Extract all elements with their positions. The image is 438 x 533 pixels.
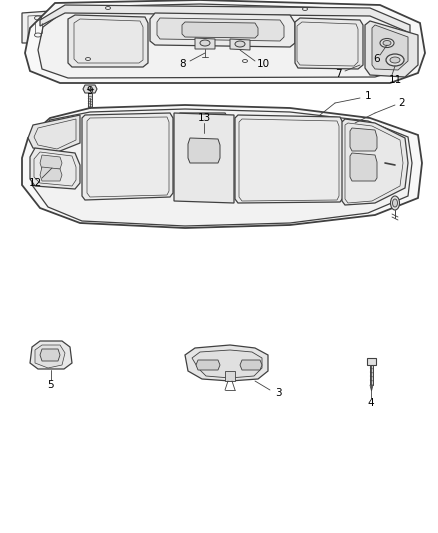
Text: 3: 3 [275,388,281,398]
Text: 2: 2 [399,98,405,108]
Polygon shape [365,21,418,77]
Polygon shape [30,341,72,369]
Text: 11: 11 [389,75,402,85]
Polygon shape [182,22,258,38]
Ellipse shape [386,54,404,66]
Polygon shape [38,4,408,78]
Polygon shape [68,15,148,67]
Polygon shape [40,349,60,361]
Polygon shape [174,113,234,203]
Polygon shape [40,5,410,33]
Polygon shape [295,18,363,69]
Polygon shape [157,18,284,41]
Polygon shape [30,148,80,189]
Polygon shape [350,153,377,181]
Ellipse shape [380,38,394,47]
Polygon shape [225,371,235,381]
Ellipse shape [383,41,391,45]
Polygon shape [195,38,215,49]
Polygon shape [32,109,412,226]
Text: 10: 10 [256,59,269,69]
Ellipse shape [390,57,400,63]
Polygon shape [88,93,92,107]
Polygon shape [183,116,222,129]
Text: 4: 4 [367,398,374,408]
Polygon shape [372,25,408,70]
Polygon shape [22,11,60,43]
Polygon shape [177,113,228,133]
Polygon shape [230,39,250,50]
Polygon shape [25,0,425,83]
Polygon shape [240,360,262,370]
Ellipse shape [392,199,398,207]
Polygon shape [350,128,377,151]
Text: 5: 5 [48,380,54,390]
Text: 9: 9 [87,86,93,96]
Text: 13: 13 [198,113,211,123]
Polygon shape [342,119,408,205]
Polygon shape [370,365,373,385]
Polygon shape [40,167,62,181]
Polygon shape [367,358,376,365]
Polygon shape [28,115,80,153]
Polygon shape [22,105,422,228]
Text: 7: 7 [335,69,341,79]
Polygon shape [192,350,262,378]
Polygon shape [83,85,97,93]
Text: 6: 6 [374,54,380,64]
Polygon shape [370,385,373,391]
Polygon shape [196,360,220,370]
Ellipse shape [391,196,399,210]
Polygon shape [185,345,268,381]
Polygon shape [188,138,220,163]
Polygon shape [150,13,295,47]
Text: 1: 1 [365,91,371,101]
Polygon shape [82,113,173,200]
Polygon shape [35,345,65,368]
Text: 12: 12 [28,178,42,188]
Ellipse shape [235,41,245,47]
Ellipse shape [200,40,210,46]
Polygon shape [40,155,62,169]
Polygon shape [235,115,343,203]
Text: 8: 8 [180,59,186,69]
